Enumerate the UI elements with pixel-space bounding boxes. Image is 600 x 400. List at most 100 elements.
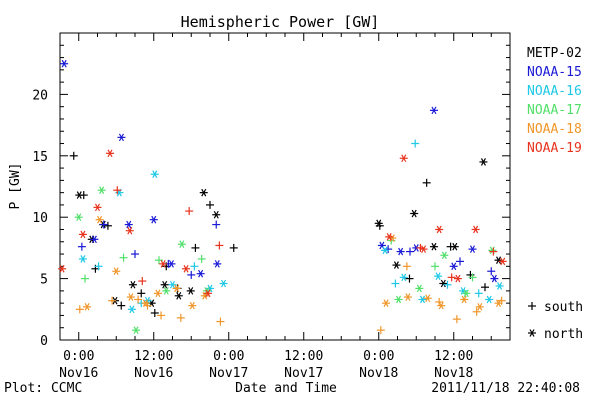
x-tick-time-label: 0:00 [63,349,94,364]
x-tick-date-label: Nov16 [59,366,98,381]
y-tick-label: 5 [40,273,48,288]
noaa-16-north-point [434,272,443,280]
metp-02-south-point [206,200,214,209]
noaa-15-north-point [468,245,477,253]
noaa-18-north-point [460,295,469,304]
x-tick-time-label: 0:00 [213,349,244,364]
metp-02-north-point [75,191,84,199]
noaa-19-north-point [182,264,191,273]
legend-item-noaa-16: NOAA-16 [527,84,582,99]
metp-02-south-point [137,289,146,298]
noaa-16-south-point [411,139,420,148]
noaa-16-south-point [190,262,199,271]
noaa-15-north-point [167,260,176,268]
noaa-16-south-point [474,289,483,298]
noaa-16-north-point [381,246,389,255]
noaa-18-north-point [95,215,104,224]
noaa-15-north-point [396,247,405,256]
noaa-16-north-point [78,255,87,263]
metp-02-north-point [410,209,419,218]
metp-02-south-point [422,178,431,187]
noaa-19-south-point [113,186,122,195]
metp-02-south-point [150,308,159,317]
footer-timestamp: 2011/11/18 22:40:08 [431,381,580,396]
noaa-15-south-point [131,250,139,259]
noaa-15-south-point [187,270,196,279]
legend-item-noaa-15: NOAA-15 [527,65,582,80]
noaa-16-south-point [443,280,452,289]
noaa-16-north-point [495,282,504,290]
noaa-16-north-point [219,279,228,288]
legend-item-noaa-17: NOAA-17 [527,103,582,118]
x-tick-date-label: Nov17 [209,366,248,381]
marker-legend: south north [528,300,583,342]
noaa-19-north-point [399,154,408,163]
noaa-19-south-point [138,277,147,286]
noaa-19-south-point [185,207,194,216]
noaa-18-north-point [188,301,197,310]
noaa-15-north-point [429,106,438,115]
noaa-18-north-point [475,303,484,311]
noaa-18-south-point [435,297,444,306]
noaa-19-north-point [453,274,462,283]
metp-02-north-point [212,210,221,219]
y-tick-label: 20 [32,88,48,103]
metp-02-north-point [128,280,137,289]
metp-02-north-point [160,280,169,289]
noaa-19-north-point [385,233,394,241]
noaa-19-north-point [58,264,67,273]
noaa-19-south-point [215,241,224,250]
x-tick-time-label: 12:00 [284,349,323,364]
noaa-18-south-point [376,326,385,335]
marker-legend-south-symbol [528,302,536,310]
metp-02-south-point [481,283,489,292]
plot-frame [59,32,511,341]
x-axis-label: Date and Time [235,381,337,396]
noaa-17-south-point [119,253,128,262]
x-tick-date-label: Nov18 [434,366,473,381]
y-tick-label: 0 [40,334,48,349]
noaa-15-north-point [377,241,386,250]
noaa-19-north-point [159,260,168,268]
metp-02-north-point [199,188,208,197]
metp-02-north-point [392,261,401,269]
noaa-15-north-point [213,260,222,268]
noaa-15-north-point [90,235,99,244]
noaa-15-south-point [406,247,414,256]
noaa-16-south-point [94,262,103,271]
metp-02-south-point [69,151,78,160]
noaa-16-south-point [391,279,400,288]
noaa-18-north-point [382,299,391,307]
y-tick-label: 15 [32,150,48,165]
noaa-15-north-point [449,262,458,271]
noaa-15-north-point [149,215,158,224]
noaa-19-north-point [435,225,444,234]
noaa-18-north-point [403,293,412,301]
noaa-18-north-point [172,284,181,293]
noaa-17-north-point [162,287,171,295]
noaa-17-north-point [488,246,497,255]
noaa-15-south-point [77,242,86,251]
legend: METP-02 NOAA-15 NOAA-16 NOAA-17 NOAA-18 NOAA-… [527,46,582,156]
metp-02-north-point [429,242,438,251]
noaa-15-north-point [60,59,69,68]
noaa-18-south-point [108,296,117,305]
x-tick-time-label: 12:00 [134,349,173,364]
y-tick-label: 10 [32,211,48,226]
noaa-18-north-point [494,299,503,307]
x-tick-date-label: Nov17 [284,366,323,381]
noaa-17-south-point [431,262,439,271]
noaa-17-north-point [177,240,186,249]
noaa-19-north-point [93,203,102,212]
noaa-18-south-point [452,315,461,324]
noaa-18-north-point [141,299,150,307]
noaa-15-south-point [487,267,496,276]
noaa-18-south-point [402,262,411,271]
noaa-18-south-point [157,311,166,320]
legend-item-metp-02: METP-02 [527,46,582,61]
metp-02-north-point [479,158,488,166]
legend-item-noaa-19: NOAA-19 [527,141,582,156]
noaa-19-north-point [498,257,507,266]
noaa-19-north-point [203,289,212,298]
